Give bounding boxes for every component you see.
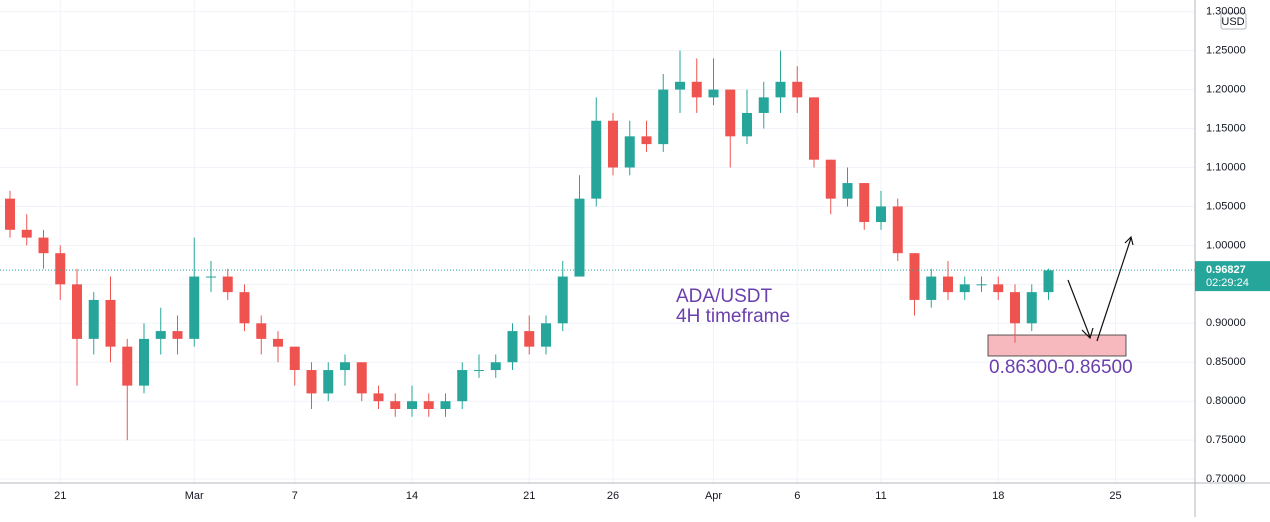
y-tick-label: 1.00000: [1206, 239, 1246, 251]
candle-body: [792, 81, 803, 98]
x-tick-label: 18: [992, 490, 1004, 502]
y-tick-label: 1.15000: [1206, 122, 1246, 134]
candle-body: [758, 97, 769, 113]
candle-body: [72, 284, 82, 339]
candle-body: [574, 198, 585, 277]
candle-body: [641, 136, 652, 145]
candle-body: [155, 331, 166, 339]
candle-body: [273, 338, 283, 347]
candle-body: [859, 183, 870, 223]
y-tick-label: 0.70000: [1206, 473, 1246, 485]
x-tick-label: Apr: [705, 490, 722, 502]
candle-body: [323, 370, 334, 394]
candle-body: [959, 284, 970, 293]
candle-body: [591, 120, 602, 199]
y-tick-label: 1.25000: [1206, 45, 1246, 57]
y-tick-label: 0.85000: [1206, 356, 1246, 368]
candle-body: [88, 299, 99, 339]
y-tick-label: 0.80000: [1206, 395, 1246, 407]
candle-body: [541, 323, 551, 347]
currency-label: USD: [1221, 16, 1244, 28]
candle-body: [340, 362, 350, 371]
candle-body: [892, 206, 903, 254]
candle-body: [474, 370, 484, 372]
candle-body: [926, 276, 937, 300]
annotation-pair: ADA/USDT: [676, 286, 772, 307]
candle-body: [55, 253, 66, 285]
candle-body: [122, 346, 133, 386]
y-tick-label: 1.05000: [1206, 200, 1246, 212]
candle-body: [289, 346, 300, 371]
candle-body: [457, 370, 468, 402]
y-tick-label: 1.30000: [1206, 6, 1246, 18]
y-tick-label: 1.20000: [1206, 83, 1246, 95]
candle-body: [5, 198, 15, 230]
candle-body: [423, 401, 434, 409]
candle-body: [708, 89, 719, 98]
candle-body: [825, 159, 836, 199]
candle-body: [507, 331, 518, 363]
candle-body: [206, 276, 216, 278]
candle-body: [139, 338, 149, 386]
candle-body: [842, 183, 853, 199]
candle-body: [742, 112, 752, 137]
candle-body: [775, 81, 786, 98]
candle-body: [407, 401, 417, 409]
candle-body: [1043, 270, 1054, 293]
y-tick-label: 1.10000: [1206, 161, 1246, 173]
annotation-timeframe: 4H timeframe: [676, 306, 790, 327]
candle-body: [976, 284, 987, 286]
candle-body: [725, 89, 736, 137]
last-price-box: [1195, 261, 1270, 292]
candle-body: [624, 136, 635, 168]
y-tick-label: 0.75000: [1206, 434, 1246, 446]
currency-box: [1220, 12, 1247, 30]
candle-body: [993, 284, 1004, 293]
x-tick-label: 6: [794, 490, 800, 502]
candle-body: [440, 401, 451, 409]
candle-body: [675, 81, 685, 90]
candle-body: [809, 97, 819, 160]
candle-body: [105, 299, 116, 347]
x-tick-label: 21: [54, 490, 66, 502]
candle-body: [1010, 292, 1020, 324]
candle-body: [557, 276, 568, 324]
countdown-label: 02:29:24: [1206, 277, 1249, 289]
candle-body: [943, 276, 953, 293]
candle-body: [21, 229, 32, 238]
candle-body: [1026, 292, 1037, 324]
target-zone: [987, 334, 1127, 357]
candle-body: [691, 81, 702, 98]
y-tick-label: 0.90000: [1206, 317, 1246, 329]
x-tick-label: 7: [292, 490, 298, 502]
candle-body: [373, 393, 384, 402]
candle-body: [306, 370, 317, 394]
candle-body: [909, 253, 920, 300]
x-tick-label: 21: [523, 490, 535, 502]
candle-body: [222, 276, 233, 293]
annotation-zone: 0.86300-0.86500: [989, 357, 1133, 378]
candle-body: [490, 362, 501, 371]
candle-body: [876, 206, 886, 223]
candle-body: [524, 331, 535, 347]
last-price-label: 0.96827: [1206, 264, 1246, 276]
x-tick-label: 11: [875, 490, 886, 502]
x-tick-label: Mar: [185, 490, 204, 502]
candle-body: [608, 120, 618, 168]
x-tick-label: 26: [607, 490, 619, 502]
x-tick-label: 25: [1109, 490, 1121, 502]
candle-body: [189, 276, 200, 339]
candle-body: [239, 292, 250, 324]
projection-arrows: [1067, 235, 1134, 342]
candle-body: [390, 401, 401, 409]
candle-body: [256, 323, 267, 339]
candle-body: [172, 331, 183, 339]
x-tick-label: 14: [406, 490, 418, 502]
candle-body: [356, 362, 367, 394]
candle-body: [658, 89, 669, 145]
candle-body: [38, 237, 49, 254]
